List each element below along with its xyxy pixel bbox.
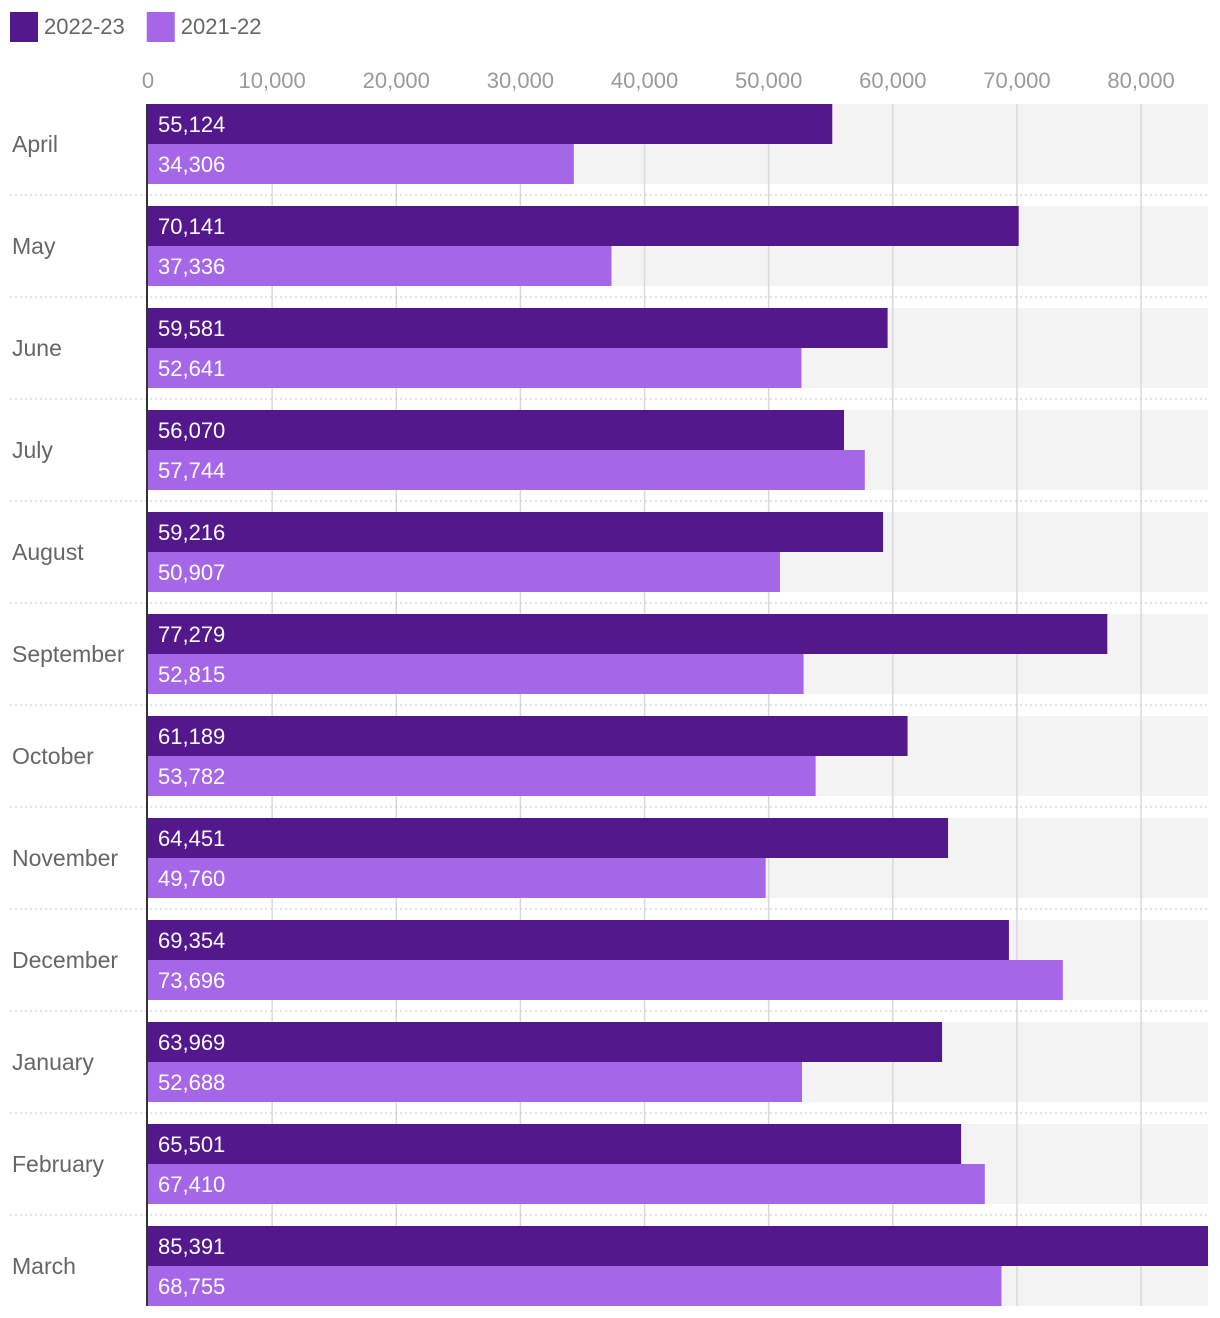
bar-november-2022-23 [148, 818, 949, 858]
data-label-may-2021-22: 37,336 [158, 254, 225, 279]
bar-june-2022-23 [148, 308, 888, 348]
category-label-april: April [12, 131, 58, 157]
data-label-april-2021-22: 34,306 [158, 152, 225, 177]
bar-october-2022-23 [148, 716, 908, 756]
data-label-october-2022-23: 61,189 [158, 724, 225, 749]
data-label-june-2022-23: 59,581 [158, 316, 225, 341]
data-label-august-2022-23: 59,216 [158, 520, 225, 545]
x-tick-label-30000: 30,000 [487, 68, 554, 93]
bar-june-2021-22 [148, 348, 802, 388]
category-label-august: August [12, 539, 84, 565]
data-label-september-2021-22: 52,815 [158, 662, 225, 687]
bar-september-2022-23 [148, 614, 1108, 654]
bar-july-2021-22 [148, 450, 865, 490]
category-label-march: March [12, 1253, 76, 1279]
data-label-july-2022-23: 56,070 [158, 418, 225, 443]
x-tick-label-50000: 50,000 [735, 68, 802, 93]
category-label-may: May [12, 233, 56, 259]
data-label-september-2022-23: 77,279 [158, 622, 225, 647]
bar-april-2021-22 [148, 144, 574, 184]
data-label-february-2022-23: 65,501 [158, 1132, 225, 1157]
x-tick-label-20000: 20,000 [363, 68, 430, 93]
bar-november-2021-22 [148, 858, 766, 898]
bar-december-2022-23 [148, 920, 1009, 960]
bar-march-2022-23 [148, 1226, 1208, 1266]
bar-may-2021-22 [148, 246, 612, 286]
bar-march-2021-22 [148, 1266, 1002, 1306]
x-tick-label-80000: 80,000 [1107, 68, 1174, 93]
x-tick-label-10000: 10,000 [238, 68, 305, 93]
bar-january-2022-23 [148, 1022, 943, 1062]
category-label-july: July [12, 437, 53, 463]
category-label-february: February [12, 1151, 105, 1177]
legend-swatch-2021-22 [146, 12, 175, 42]
data-label-june-2021-22: 52,641 [158, 356, 225, 381]
category-label-january: January [12, 1049, 94, 1075]
legend-swatch-2022-23 [10, 12, 38, 42]
data-label-may-2022-23: 70,141 [158, 214, 225, 239]
bar-february-2022-23 [148, 1124, 962, 1164]
data-label-march-2022-23: 85,391 [158, 1234, 225, 1259]
legend-label-2021-22: 2021-22 [181, 14, 262, 39]
data-label-march-2021-22: 68,755 [158, 1274, 225, 1299]
data-label-january-2022-23: 63,969 [158, 1030, 225, 1055]
data-label-november-2021-22: 49,760 [158, 866, 225, 891]
x-tick-label-40000: 40,000 [611, 68, 678, 93]
data-label-december-2022-23: 69,354 [158, 928, 225, 953]
data-label-february-2021-22: 67,410 [158, 1172, 225, 1197]
data-label-january-2021-22: 52,688 [158, 1070, 225, 1095]
bar-may-2022-23 [148, 206, 1019, 246]
bar-february-2021-22 [148, 1164, 985, 1204]
bar-september-2021-22 [148, 654, 804, 694]
bar-january-2021-22 [148, 1062, 803, 1102]
data-label-july-2021-22: 57,744 [158, 458, 225, 483]
x-tick-label-60000: 60,000 [859, 68, 926, 93]
data-label-december-2021-22: 73,696 [158, 968, 225, 993]
bar-april-2022-23 [148, 104, 833, 144]
x-tick-label-0: 0 [142, 68, 154, 93]
bar-july-2022-23 [148, 410, 845, 450]
bar-august-2021-22 [148, 552, 780, 592]
data-label-april-2022-23: 55,124 [158, 112, 225, 137]
category-label-june: June [12, 335, 62, 361]
category-label-september: September [12, 641, 125, 667]
bar-august-2022-23 [148, 512, 884, 552]
category-label-december: December [12, 947, 118, 973]
bar-december-2021-22 [148, 960, 1063, 1000]
legend-label-2022-23: 2022-23 [44, 14, 125, 39]
data-label-november-2022-23: 64,451 [158, 826, 225, 851]
data-label-august-2021-22: 50,907 [158, 560, 225, 585]
data-label-october-2021-22: 53,782 [158, 764, 225, 789]
category-label-november: November [12, 845, 118, 871]
category-label-october: October [12, 743, 94, 769]
bar-october-2021-22 [148, 756, 816, 796]
x-tick-label-70000: 70,000 [983, 68, 1050, 93]
